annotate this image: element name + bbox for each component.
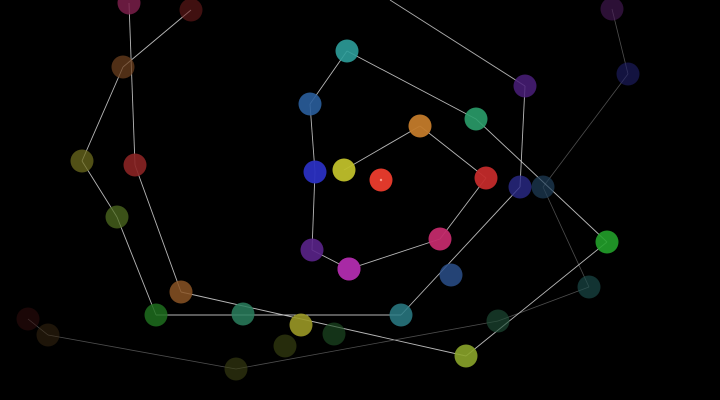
graph-node-n25[interactable] xyxy=(408,114,432,138)
center-marker xyxy=(379,178,383,182)
graph-node-n35[interactable] xyxy=(531,175,555,199)
edge-layer xyxy=(27,0,629,370)
edge-n01-n05 xyxy=(128,2,136,166)
edge-n31-n27 xyxy=(439,177,487,240)
edge-n03-n04 xyxy=(81,66,124,162)
graph-node-n27[interactable] xyxy=(474,166,498,190)
edge-n19-n35 xyxy=(542,186,590,288)
edge-n34-n33 xyxy=(519,85,526,188)
graph-node-n28[interactable] xyxy=(300,238,324,262)
graph-node-n06[interactable] xyxy=(105,205,129,229)
graph-node-n04[interactable] xyxy=(70,149,94,173)
graph-node-n13[interactable] xyxy=(289,313,313,337)
graph-node-n14[interactable] xyxy=(273,334,297,358)
graph-node-n11[interactable] xyxy=(224,357,248,381)
edge-n16-n34 xyxy=(400,186,521,316)
graph-node-n15[interactable] xyxy=(322,322,346,346)
edge-n18-n19 xyxy=(497,286,590,322)
edge-n22-n28 xyxy=(311,171,316,251)
graph-node-n17[interactable] xyxy=(454,344,478,368)
graph-node-n36[interactable] xyxy=(595,230,619,254)
edge-n07-n17 xyxy=(180,291,467,357)
edge-n02-n03 xyxy=(122,9,192,68)
graph-node-n34[interactable] xyxy=(508,175,532,199)
graph-node-n10[interactable] xyxy=(36,323,60,347)
edge-n27-n25 xyxy=(419,125,487,179)
graph-node-n16[interactable] xyxy=(389,303,413,327)
graph-node-n22[interactable] xyxy=(303,160,327,184)
graph-node-n33[interactable] xyxy=(513,74,537,98)
graph-node-n38[interactable] xyxy=(616,62,640,86)
edge-n35-n38 xyxy=(542,73,629,188)
graph-node-n20[interactable] xyxy=(335,39,359,63)
graph-node-n12[interactable] xyxy=(231,302,255,326)
graph-node-n37[interactable] xyxy=(600,0,624,21)
graph-node-n21[interactable] xyxy=(298,92,322,116)
graph-node-n02[interactable] xyxy=(179,0,203,22)
node-layer xyxy=(16,0,640,381)
edge-n26-n20 xyxy=(346,50,477,120)
edge-n25-n23 xyxy=(343,125,421,171)
graph-node-n09[interactable] xyxy=(16,307,40,331)
graph-node-n03[interactable] xyxy=(111,55,135,79)
graph-node-n05[interactable] xyxy=(123,153,147,177)
edge-offscreen-0 xyxy=(389,0,526,87)
edge-n10-n11 xyxy=(47,334,237,370)
edge-n05-n07 xyxy=(134,164,182,293)
graph-node-n23[interactable] xyxy=(332,158,356,182)
graph-node-n30[interactable] xyxy=(337,257,361,281)
graph-node-n26[interactable] xyxy=(464,107,488,131)
graph-node-n07[interactable] xyxy=(169,280,193,304)
edge-n11-n18 xyxy=(235,320,499,370)
edge-n29-n31 xyxy=(348,238,441,270)
graph-node-n32[interactable] xyxy=(439,263,463,287)
graph-node-n19[interactable] xyxy=(577,275,601,299)
graph-node-n31[interactable] xyxy=(428,227,452,251)
edge-n06-n08 xyxy=(116,216,157,316)
graph-node-n01[interactable] xyxy=(117,0,141,15)
graph-node-n18[interactable] xyxy=(486,309,510,333)
graph-node-n08[interactable] xyxy=(144,303,168,327)
edge-n17-n36 xyxy=(465,241,608,357)
